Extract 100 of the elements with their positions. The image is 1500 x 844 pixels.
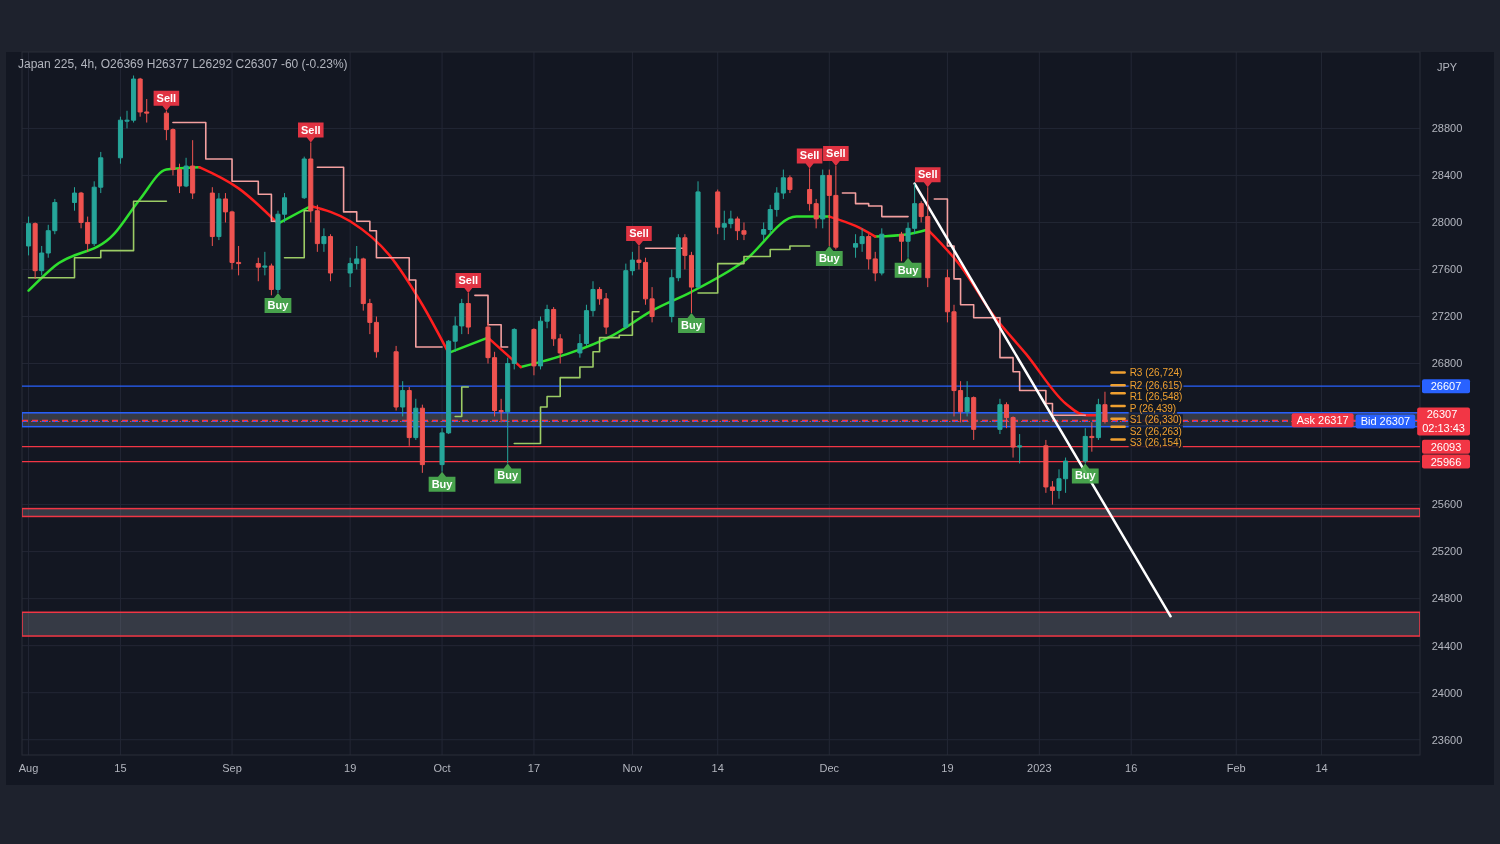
candlestick xyxy=(820,169,826,229)
candlestick xyxy=(761,221,767,241)
candlestick xyxy=(964,380,970,417)
candlestick xyxy=(301,156,307,200)
candlestick xyxy=(1082,427,1088,464)
candlestick xyxy=(216,192,222,241)
y-tick-label: 28400 xyxy=(1431,169,1463,182)
series-label: R2 (26,615) xyxy=(1129,379,1183,391)
x-tick-label: Oct xyxy=(433,762,451,774)
annotation: Buy xyxy=(431,477,454,490)
x-tick-label: Dec xyxy=(819,762,840,774)
candlestick xyxy=(268,263,274,296)
y-tick-label: 28000 xyxy=(1431,216,1463,229)
text: Japan 225, 4h, O26369 H26377 L26292 C26307 -60 (-0.23%) xyxy=(18,57,348,71)
candlestick xyxy=(321,227,327,253)
candlestick xyxy=(787,174,793,194)
candlestick xyxy=(413,398,419,441)
series-label: S1 (26,330) xyxy=(1129,414,1182,426)
candlestick xyxy=(1017,433,1023,464)
x-tick-label: 19 xyxy=(941,762,954,774)
y-axis-title: JPY xyxy=(1436,61,1458,73)
annotation: Buy xyxy=(267,298,290,311)
series-label: P (26,439) xyxy=(1129,402,1177,414)
candlestick xyxy=(26,216,32,256)
candlestick xyxy=(209,186,215,247)
annotation: Buy xyxy=(497,469,519,482)
candlestick xyxy=(971,395,977,441)
candlestick xyxy=(419,404,425,474)
x-tick-label: 2023 xyxy=(1027,762,1052,774)
annotation: Buy xyxy=(1074,469,1097,482)
candlestick xyxy=(551,306,557,347)
annotation: Sell xyxy=(826,147,846,160)
y-tick-label: 25600 xyxy=(1431,498,1463,511)
candlestick xyxy=(675,233,681,282)
candlestick xyxy=(308,142,314,223)
x-tick-label: 16 xyxy=(1125,762,1138,774)
candlestick xyxy=(557,333,563,365)
candlestick xyxy=(879,227,885,276)
ref-line-label: 26307 02:13:43 xyxy=(1422,408,1465,435)
candlestick xyxy=(314,204,320,253)
candlestick xyxy=(190,139,196,200)
annotation: Sell xyxy=(156,91,177,104)
y-tick-label: 26800 xyxy=(1431,357,1463,370)
candlestick xyxy=(669,268,675,323)
candlestick xyxy=(898,231,905,262)
y-tick-label: 24400 xyxy=(1431,639,1463,652)
y-tick-label: 25200 xyxy=(1431,545,1463,558)
y-tick-label: 23600 xyxy=(1431,733,1463,746)
annotation: Buy xyxy=(818,251,841,264)
annotation: Sell xyxy=(458,273,479,286)
annotation: Sell xyxy=(301,123,321,136)
candlestick xyxy=(780,169,786,200)
series-label: R3 (26,724) xyxy=(1129,366,1183,378)
annotation: Buy xyxy=(897,263,920,276)
ref-line-label: 25966 xyxy=(1430,455,1462,468)
candlestick xyxy=(32,221,38,280)
candlestick xyxy=(1089,421,1095,453)
candlestick xyxy=(406,386,412,447)
candlestick xyxy=(393,345,399,412)
y-tick-label: 28800 xyxy=(1431,122,1463,135)
candlestick xyxy=(400,380,406,417)
y-tick-label: 27600 xyxy=(1431,263,1463,276)
candlestick xyxy=(183,157,189,188)
ref-line-label: Ask 26317 xyxy=(1296,414,1349,427)
x-tick-label: 19 xyxy=(344,762,357,774)
x-tick-label: Aug xyxy=(18,762,39,774)
series-label: S2 (26,263) xyxy=(1129,425,1182,437)
candlestick xyxy=(872,251,878,282)
candlestick xyxy=(71,186,78,212)
ref-line-label: Bid 26307 xyxy=(1360,415,1411,428)
candlestick xyxy=(465,292,471,335)
series-label: R1 (26,548) xyxy=(1129,391,1183,403)
series-label: S3 (26,154) xyxy=(1129,437,1182,449)
x-tick-label: Feb xyxy=(1226,762,1246,774)
x-tick-label: 14 xyxy=(1315,762,1328,774)
candlestick xyxy=(531,327,537,376)
x-tick-label: 14 xyxy=(711,762,724,774)
candlestick xyxy=(866,233,872,270)
x-tick-label: Nov xyxy=(622,762,643,774)
x-tick-label: Sep xyxy=(222,762,242,774)
candlestick xyxy=(262,251,268,276)
ref-line-label: 26607 xyxy=(1430,380,1462,393)
candlestick xyxy=(997,398,1003,435)
candlestick xyxy=(511,327,517,370)
candlestick xyxy=(505,357,511,464)
candlestick xyxy=(1095,398,1101,441)
candlestick xyxy=(1102,391,1108,424)
ref-line-label: 26093 xyxy=(1430,440,1462,453)
annotation: Sell xyxy=(629,226,649,239)
candlestick xyxy=(255,257,261,282)
annotation: Sell xyxy=(917,168,938,181)
y-tick-label: 27200 xyxy=(1431,310,1463,323)
annotation: Sell xyxy=(799,149,820,162)
annotation: Buy xyxy=(681,318,703,331)
y-tick-label: 24000 xyxy=(1431,686,1463,699)
x-tick-label: 17 xyxy=(527,762,541,774)
candlestick xyxy=(327,233,334,282)
y-tick-label: 24800 xyxy=(1431,592,1463,605)
x-tick-label: 15 xyxy=(114,762,127,774)
candlestick xyxy=(39,245,45,276)
